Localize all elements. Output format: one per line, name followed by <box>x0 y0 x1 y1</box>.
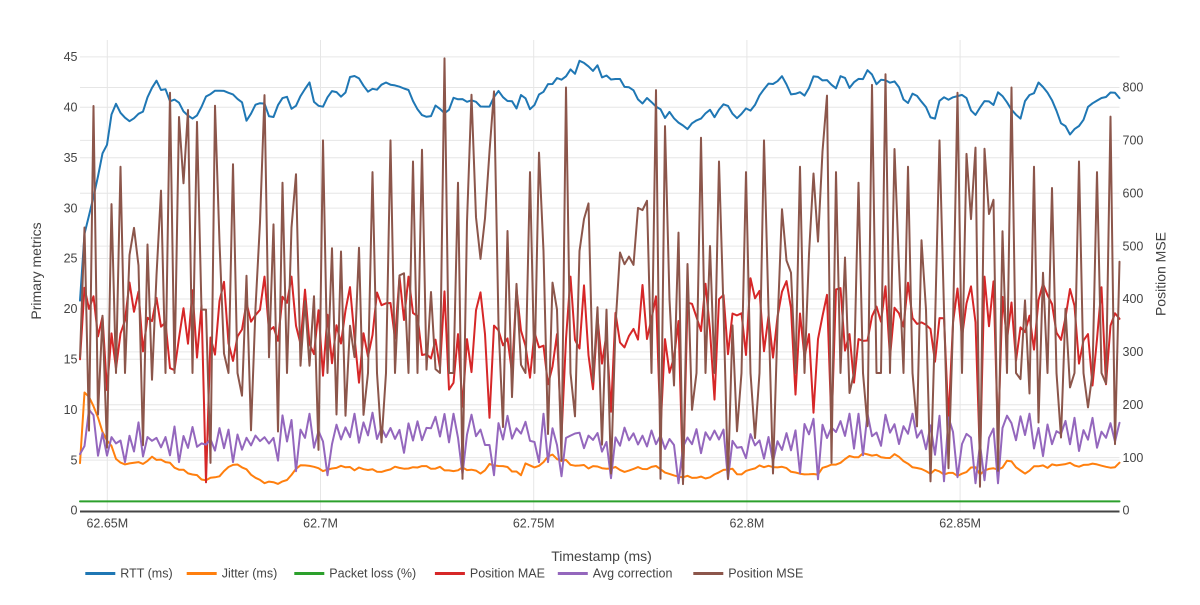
svg-text:62.7M: 62.7M <box>303 517 338 531</box>
svg-text:20: 20 <box>64 302 78 316</box>
svg-text:Avg correction: Avg correction <box>593 567 673 581</box>
svg-text:62.75M: 62.75M <box>513 517 555 531</box>
svg-text:62.8M: 62.8M <box>730 517 765 531</box>
svg-text:100: 100 <box>1123 451 1144 465</box>
svg-text:40: 40 <box>64 101 78 115</box>
svg-text:5: 5 <box>71 453 78 467</box>
svg-text:62.65M: 62.65M <box>86 517 128 531</box>
svg-text:Primary metrics: Primary metrics <box>28 222 44 319</box>
svg-text:Jitter (ms): Jitter (ms) <box>222 567 278 581</box>
svg-text:RTT (ms): RTT (ms) <box>120 567 172 581</box>
svg-text:0: 0 <box>71 504 78 518</box>
svg-text:35: 35 <box>64 151 78 165</box>
svg-text:600: 600 <box>1123 186 1144 200</box>
svg-text:200: 200 <box>1123 398 1144 412</box>
svg-text:15: 15 <box>64 353 78 367</box>
svg-text:0: 0 <box>1123 504 1130 518</box>
svg-text:800: 800 <box>1123 81 1144 95</box>
svg-text:25: 25 <box>64 252 78 266</box>
svg-text:30: 30 <box>64 201 78 215</box>
svg-text:62.85M: 62.85M <box>939 517 981 531</box>
svg-text:Timestamp (ms): Timestamp (ms) <box>551 548 652 564</box>
svg-text:10: 10 <box>64 403 78 417</box>
svg-text:Position MAE: Position MAE <box>470 567 545 581</box>
svg-text:Packet loss (%): Packet loss (%) <box>329 567 416 581</box>
svg-text:500: 500 <box>1123 239 1144 253</box>
svg-text:45: 45 <box>64 50 78 64</box>
svg-text:300: 300 <box>1123 345 1144 359</box>
svg-text:400: 400 <box>1123 292 1144 306</box>
svg-text:Position MSE: Position MSE <box>728 567 803 581</box>
svg-text:700: 700 <box>1123 134 1144 148</box>
svg-text:Position MSE: Position MSE <box>1152 232 1168 316</box>
